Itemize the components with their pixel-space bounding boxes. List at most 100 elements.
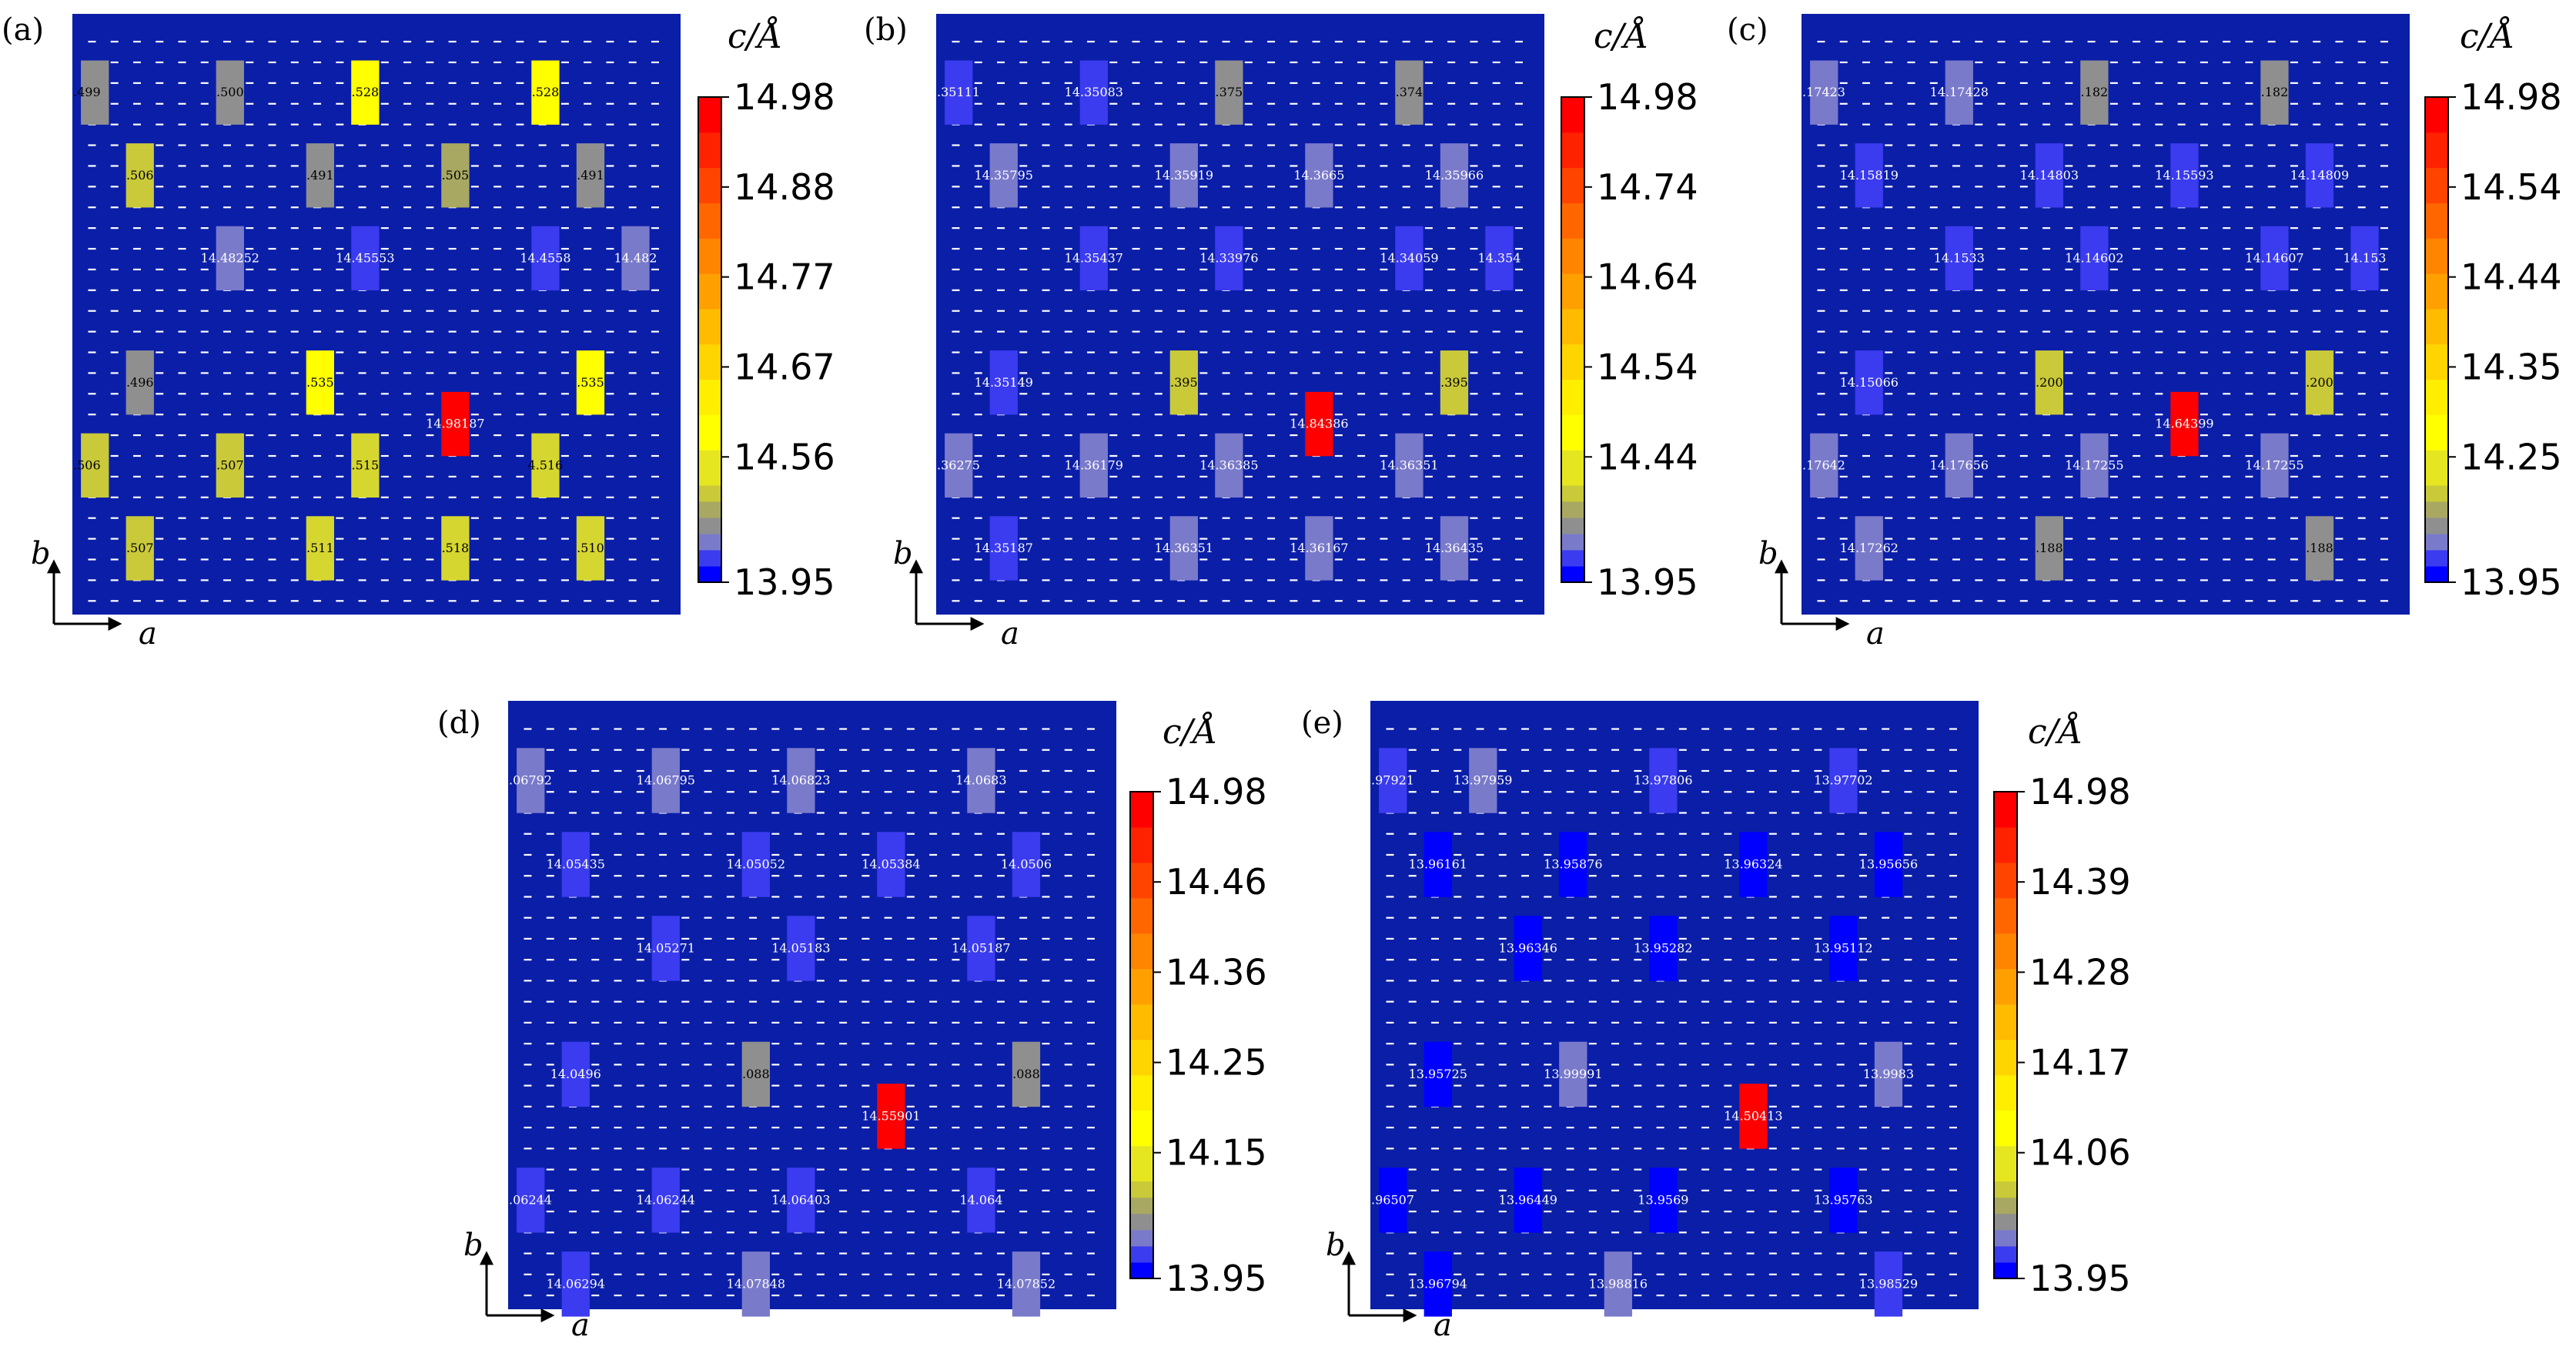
grid-dash — [952, 959, 960, 961]
grid-dash — [2335, 393, 2343, 395]
grid-dash — [1222, 165, 1230, 167]
grid-dash — [516, 123, 524, 126]
cell-value-label: 14.36351 — [1155, 541, 1213, 555]
grid-dash — [1746, 749, 1755, 751]
cell-value-label: 14.14803 — [2020, 168, 2079, 183]
grid-dash — [726, 1000, 734, 1003]
grid-dash — [2019, 123, 2028, 126]
grid-dash — [1514, 558, 1523, 561]
grid-dash — [1521, 728, 1530, 730]
grid-dash — [1177, 475, 1186, 477]
grid-dash — [524, 1273, 532, 1275]
grid-dash — [929, 1127, 938, 1129]
grid-dash — [1476, 1084, 1484, 1087]
grid-dash — [651, 372, 659, 374]
grid-dash — [1290, 330, 1298, 333]
grid-dash — [1408, 1064, 1417, 1066]
grid-dash — [1544, 1148, 1552, 1150]
grid-dash — [200, 538, 209, 540]
colorbar-segment — [2425, 273, 2448, 310]
grid-dash — [1949, 1252, 1957, 1255]
cell-value-label: 13.97702 — [1814, 773, 1872, 788]
grid-dash — [659, 1043, 667, 1045]
grid-dash — [2042, 61, 2051, 64]
grid-dash — [358, 538, 366, 540]
grid-dash — [1791, 1043, 1800, 1045]
grid-dash — [2267, 330, 2276, 333]
grid-dash — [200, 454, 209, 457]
grid-dash — [403, 454, 412, 457]
cell-mark — [1874, 1251, 1903, 1317]
grid-dash — [403, 144, 412, 146]
grid-dash — [1199, 310, 1208, 312]
grid-dash — [1334, 102, 1343, 105]
grid-dash — [997, 600, 1005, 602]
grid-dash — [1380, 123, 1388, 126]
grid-dash — [816, 833, 825, 835]
grid-dash — [493, 475, 502, 477]
grid-dash — [2290, 538, 2298, 540]
grid-dash — [1791, 853, 1800, 856]
grid-dash — [704, 1148, 712, 1150]
grid-dash — [591, 853, 600, 856]
colorbar-segment — [698, 534, 721, 551]
grid-dash — [2380, 165, 2388, 167]
grid-dash — [2019, 496, 2028, 498]
grid-dash — [1611, 1084, 1620, 1087]
grid-dash — [974, 372, 982, 374]
grid-dash — [1746, 1168, 1755, 1171]
cell-value-label: 14.17255 — [2065, 457, 2123, 472]
grid-dash — [1814, 769, 1822, 772]
heatmap-cell: 14.17428 — [1930, 60, 1989, 125]
grid-dash — [516, 186, 524, 188]
grid-dash — [178, 372, 186, 374]
grid-dash — [996, 1273, 1005, 1275]
grid-dash — [1862, 61, 1870, 64]
grid-dash — [1817, 186, 1825, 188]
grid-dash — [1839, 351, 1848, 353]
grid-dash — [1154, 517, 1163, 519]
grid-dash — [726, 896, 734, 898]
grid-dash — [1267, 123, 1276, 126]
grid-dash — [2313, 310, 2321, 312]
grid-dash — [1952, 144, 1961, 146]
grid-dash — [1087, 310, 1096, 312]
grid-dash — [861, 1189, 870, 1191]
grid-dash — [2290, 372, 2298, 374]
grid-dash — [1424, 351, 1433, 353]
grid-dash — [1064, 749, 1072, 751]
grid-dash — [524, 1252, 532, 1255]
colorbar-segment — [1130, 1004, 1153, 1040]
grid-dash — [1408, 1021, 1417, 1024]
grid-dash — [1882, 728, 1890, 730]
grid-dash — [1926, 980, 1935, 982]
grid-dash — [1929, 165, 1938, 167]
grid-dash — [606, 247, 614, 250]
grid-dash — [1199, 268, 1208, 271]
grid-dash — [726, 1084, 734, 1087]
grid-dash — [997, 330, 1005, 333]
grid-dash — [1678, 1043, 1687, 1045]
grid-dash — [1132, 454, 1140, 457]
grid-dash — [1862, 496, 1870, 498]
grid-dash — [156, 82, 164, 84]
grid-dash — [1817, 558, 1825, 561]
grid-dash — [2380, 454, 2388, 457]
grid-dash — [1926, 1064, 1935, 1066]
grid-dash — [1402, 206, 1410, 209]
grid-dash — [2177, 538, 2186, 540]
grid-dash — [2290, 330, 2298, 333]
heatmap-cell: .188 — [2035, 516, 2063, 581]
colorbar-tick-label: 14.98 — [1166, 771, 1267, 813]
cell-mark — [2170, 391, 2199, 457]
grid-dash — [156, 496, 164, 498]
grid-dash — [1611, 1064, 1620, 1066]
grid-dash — [584, 310, 592, 312]
grid-dash — [1791, 812, 1800, 814]
colorbar-segment — [1561, 550, 1584, 567]
grid-dash — [493, 496, 502, 498]
grid-dash — [1334, 206, 1343, 209]
grid-dash — [1290, 393, 1298, 395]
grid-dash — [1476, 1105, 1484, 1107]
cell-value-label: .535 — [577, 375, 604, 390]
